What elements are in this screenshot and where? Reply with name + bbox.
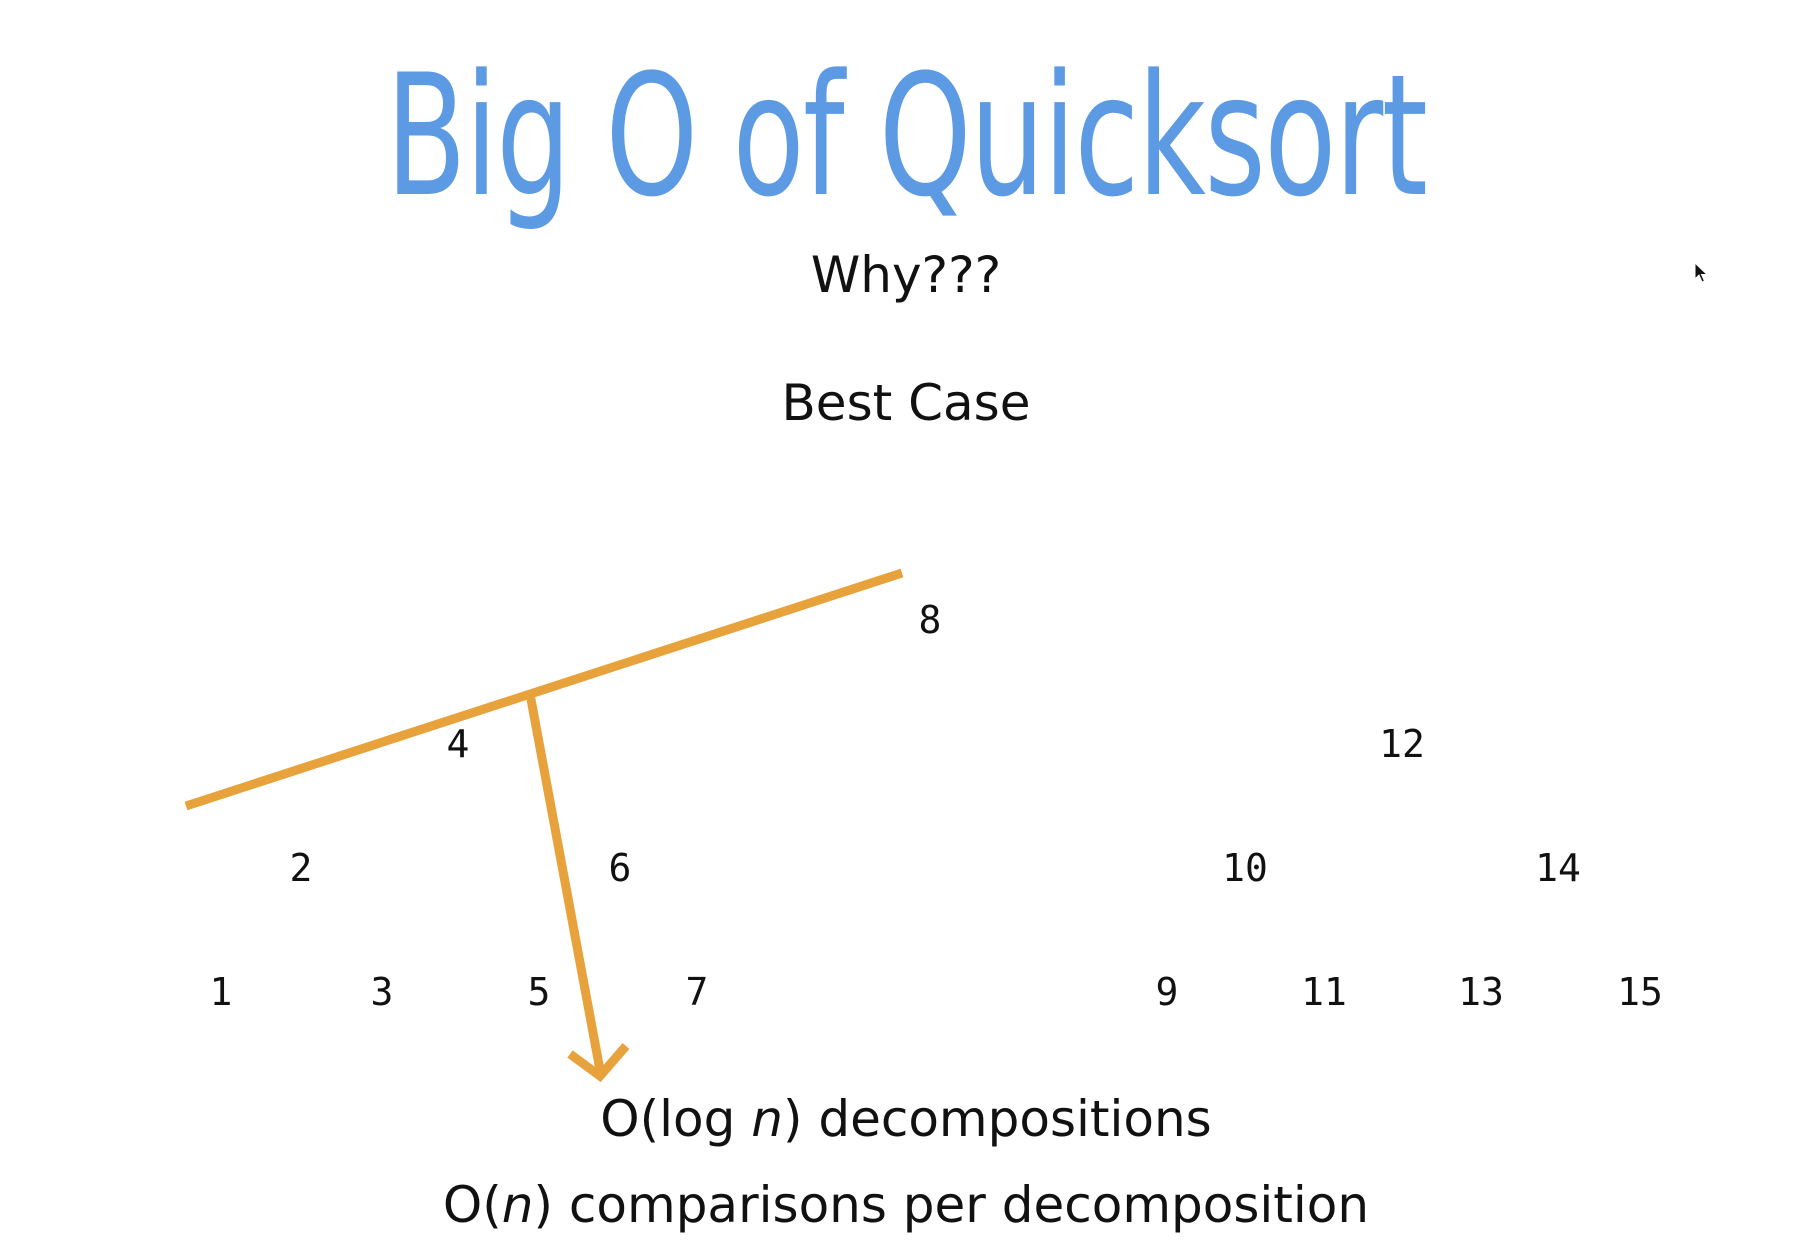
- tree-node: 8: [918, 598, 942, 642]
- caption-variable: n: [501, 1176, 534, 1234]
- tree-node: 11: [1301, 970, 1347, 1014]
- caption-suffix: ) comparisons per decomposition: [533, 1176, 1370, 1234]
- caption-suffix: ) decompositions: [782, 1090, 1212, 1148]
- caption-prefix: O(: [442, 1176, 502, 1234]
- tree-node: 7: [685, 970, 709, 1014]
- slide-title: Big O of Quicksort: [385, 38, 1428, 234]
- caption-prefix: O(log: [600, 1090, 752, 1148]
- depth-arrow-shaft: [525, 693, 605, 1071]
- tree-node: 10: [1222, 846, 1268, 890]
- slide-subtitle: Why???: [810, 246, 1002, 304]
- tree-node: 12: [1379, 722, 1425, 766]
- tree-node: 13: [1458, 970, 1504, 1014]
- tree-node: 2: [289, 846, 313, 890]
- tree-node: 15: [1617, 970, 1663, 1014]
- tree-node: 4: [446, 722, 470, 766]
- tree-node: 1: [209, 970, 233, 1014]
- case-label: Best Case: [781, 374, 1031, 432]
- depth-slant-line: [184, 568, 904, 811]
- mouse-pointer-icon: [1694, 262, 1709, 283]
- tree-node: 6: [608, 846, 632, 890]
- caption-decompositions: O(log n) decompositions: [0, 1094, 1812, 1144]
- tree-node: 5: [527, 970, 551, 1014]
- caption-variable: n: [751, 1090, 783, 1148]
- tree-node: 9: [1155, 970, 1179, 1014]
- tree-node: 3: [370, 970, 394, 1014]
- depth-arrow-head: [567, 1043, 630, 1083]
- tree-node: 14: [1535, 846, 1581, 890]
- caption-comparisons: O(n) comparisons per decomposition: [0, 1180, 1812, 1230]
